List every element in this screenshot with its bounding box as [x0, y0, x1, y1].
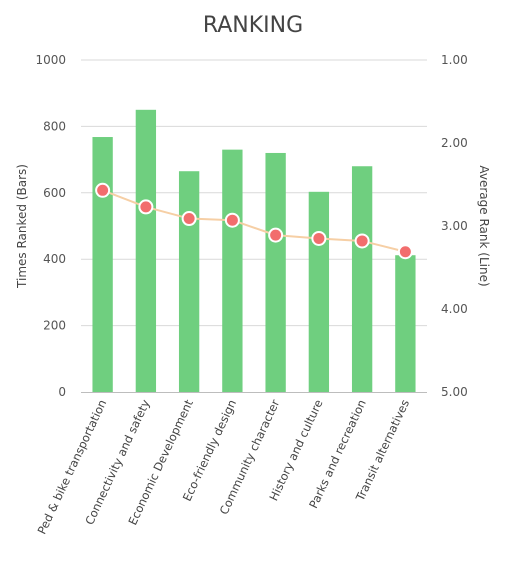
left-axis-ticks: 0 200 400 600 800 1000	[35, 53, 66, 399]
left-axis-title: Times Ranked (Bars)	[15, 164, 29, 289]
line-point[interactable]	[138, 199, 154, 215]
left-tick-label: 1000	[35, 53, 66, 67]
line-point[interactable]	[397, 244, 413, 260]
right-tick-label: 2.00	[441, 136, 468, 150]
bar[interactable]	[351, 166, 373, 392]
left-tick-label: 0	[58, 385, 66, 399]
bar[interactable]	[135, 109, 157, 393]
bar-series	[92, 109, 416, 393]
right-axis-title: Average Rank (Line)	[477, 165, 491, 286]
gridlines	[81, 59, 427, 327]
bar[interactable]	[265, 152, 286, 392]
line-point[interactable]	[354, 233, 370, 249]
bar[interactable]	[178, 171, 200, 392]
line-point[interactable]	[268, 227, 284, 243]
bar[interactable]	[308, 191, 330, 392]
left-tick-label: 200	[43, 319, 66, 333]
right-tick-label: 3.00	[441, 219, 468, 233]
bar[interactable]	[92, 137, 113, 392]
line-point[interactable]	[181, 211, 197, 227]
left-tick-label: 400	[43, 252, 66, 266]
line-point[interactable]	[95, 182, 111, 198]
right-tick-label: 5.00	[441, 385, 468, 399]
right-tick-label: 4.00	[441, 302, 468, 316]
chart-title: RANKING	[203, 13, 303, 38]
bar[interactable]	[222, 149, 243, 392]
left-tick-label: 600	[43, 186, 66, 200]
right-tick-label: 1.00	[441, 53, 468, 67]
line-point[interactable]	[224, 212, 240, 228]
line-series	[95, 182, 413, 260]
right-axis-ticks: 1.00 2.00 3.00 4.00 5.00	[441, 53, 468, 399]
bar[interactable]	[395, 255, 416, 392]
left-tick-label: 800	[43, 119, 66, 133]
line-point[interactable]	[311, 230, 327, 246]
